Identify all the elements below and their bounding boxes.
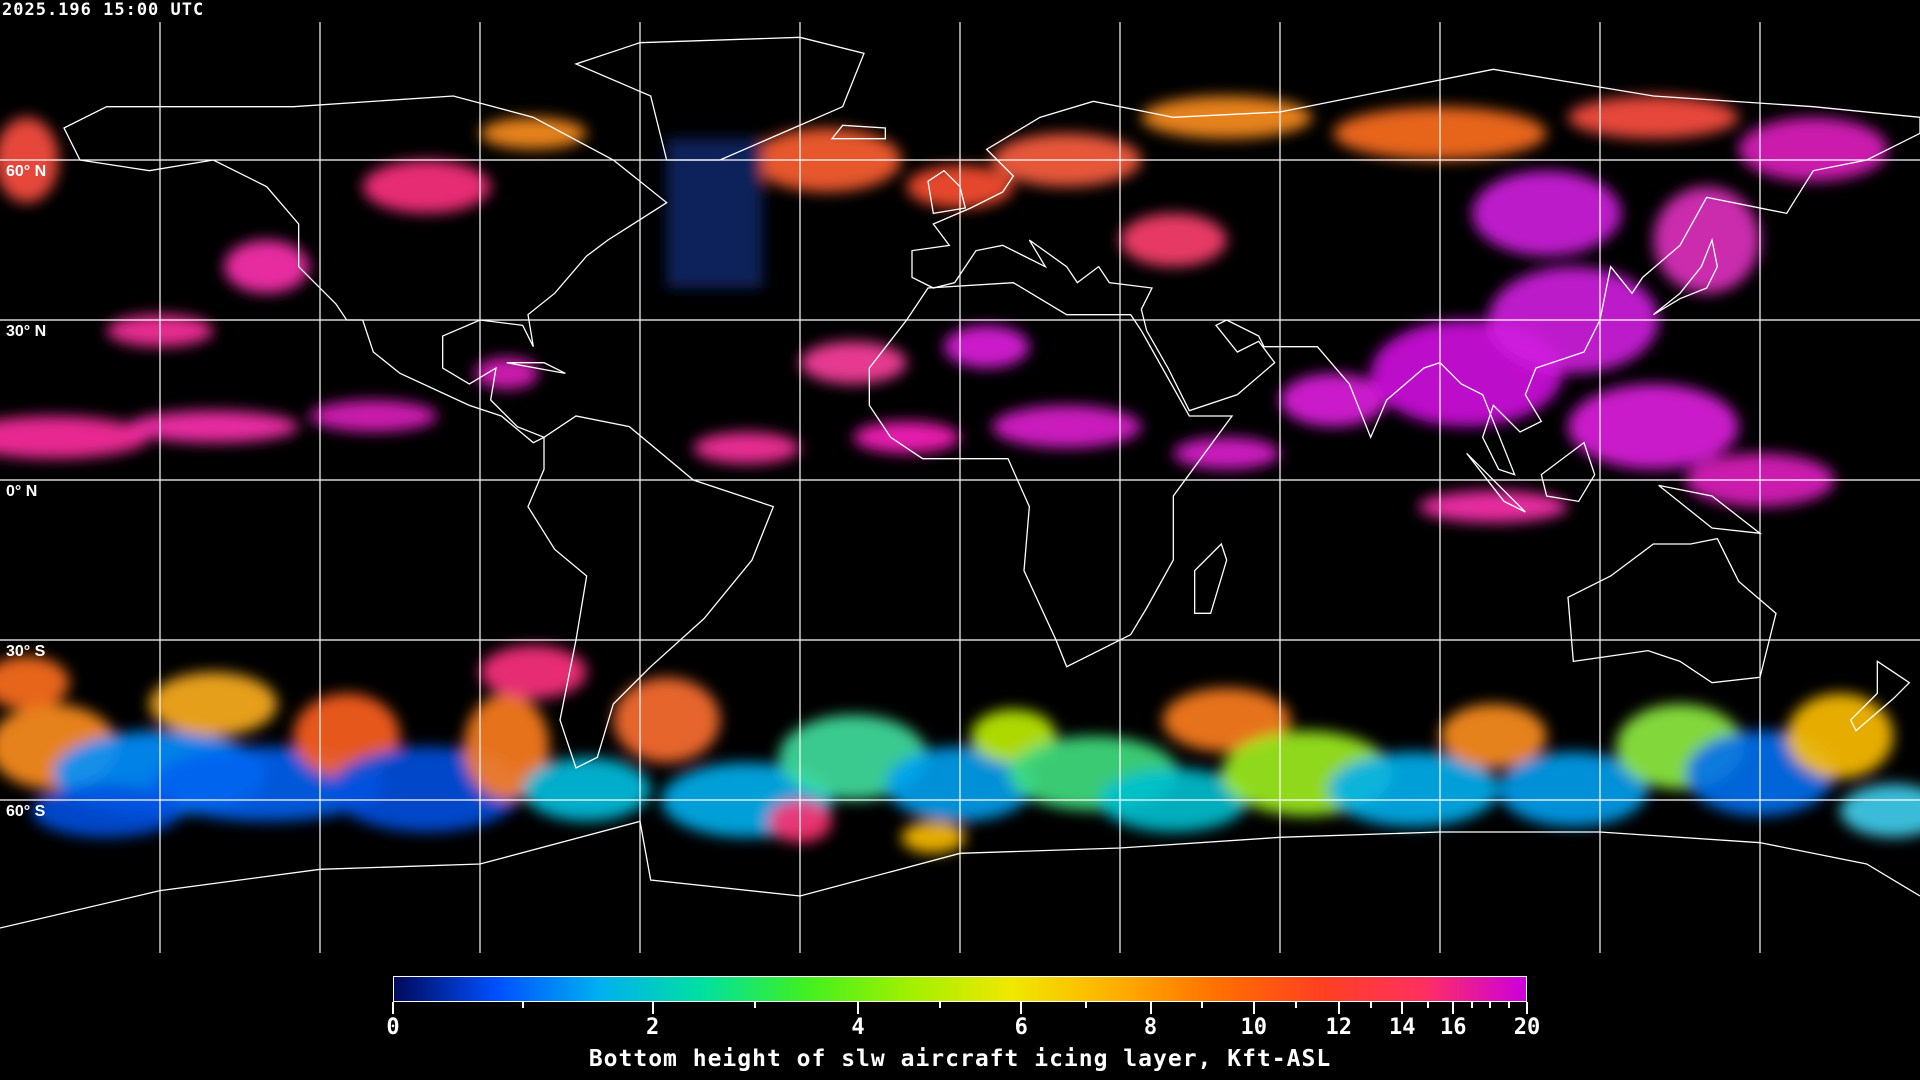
colorbar-minor-tick [1201, 1002, 1204, 1008]
colorbar-tick-label: 8 [1143, 1015, 1158, 1040]
colorbar-tick-label: 6 [1014, 1015, 1028, 1040]
icing-cloud-patch [613, 677, 720, 763]
coastline-australia [1567, 537, 1777, 684]
icing-cloud-patch [480, 117, 587, 150]
icing-cloud-patch [944, 325, 1030, 368]
colorbar-major-tick [392, 1002, 394, 1014]
icing-cloud-patch [853, 421, 960, 454]
colorbar-tick-label: 4 [851, 1015, 865, 1040]
colorbar-minor-tick [1369, 1002, 1372, 1008]
lat-label-60s: 60° S [6, 803, 46, 820]
icing-cloud-patch [1328, 752, 1499, 827]
colorbar-minor-tick [1489, 1002, 1492, 1008]
icing-cloud-patch [800, 341, 907, 384]
icing-cloud-patch [149, 672, 278, 736]
icing-cloud-patch [464, 693, 550, 800]
coastline-japan [1652, 237, 1719, 316]
icing-cloud-patch [1840, 784, 1920, 838]
colorbar-tick-label: 16 [1440, 1015, 1467, 1040]
icing-cloud-patch [128, 410, 299, 443]
icing-cloud-patch [1472, 170, 1622, 256]
lat-label-60n: 60° N [6, 163, 47, 180]
coastline-sumatra [1466, 452, 1526, 513]
colorbar-tick-label: 14 [1389, 1015, 1416, 1040]
coastline-eurasia [911, 68, 1920, 476]
icing-cloud-patch [693, 432, 800, 464]
icing-cloud-patch [1738, 117, 1888, 182]
colorbar-minor-tick [1426, 1002, 1429, 1008]
colorbar-major-tick [1252, 1002, 1255, 1014]
colorbar-title: Bottom height of slw aircraft icing laye… [588, 1046, 1332, 1072]
coastline-cuba [506, 362, 566, 374]
icing-cloud-patch [309, 400, 438, 432]
icing-cloud-patch [901, 821, 966, 854]
colorbar-minor-tick [1295, 1002, 1298, 1008]
satellite-map [0, 22, 1920, 953]
graticule [0, 22, 1920, 953]
colorbar-ticks: 0 2 4 6 8 10 12 14 16 20 [386, 1002, 1540, 1042]
colorbar-major-tick [1401, 1002, 1404, 1014]
icing-cloud-patch [1418, 490, 1568, 523]
coastline-africa [868, 282, 1234, 668]
icing-cloud-patch [1568, 96, 1739, 139]
colorbar-minor-tick [1507, 1002, 1510, 1008]
timestamp: 2025.196 15:00 UTC [2, 0, 205, 20]
icing-cloud-patch [1280, 373, 1387, 427]
coastline-north-america [63, 95, 668, 444]
colorbar-major-tick [1526, 1002, 1528, 1014]
icing-cloud-patch [666, 138, 763, 288]
icing-cloud-patch [1568, 384, 1739, 470]
colorbar-major-tick [856, 1002, 859, 1014]
coastline-madagascar [1194, 542, 1228, 614]
colorbar-tick-label: 10 [1240, 1015, 1267, 1040]
icing-cloud-patch [1653, 186, 1760, 294]
icing-cloud-patch [1173, 437, 1280, 470]
colorbar-tick-label: 0 [386, 1015, 400, 1040]
colorbar-major-tick [1149, 1002, 1152, 1014]
coastline-iceland [830, 124, 886, 140]
icing-cloud-patch [1141, 96, 1312, 139]
icing-cloud-patch [32, 784, 182, 838]
lat-label-0n: 0° N [6, 483, 38, 500]
colorbar [393, 976, 1527, 1002]
colorbar-minor-tick [1084, 1002, 1087, 1008]
colorbar-tick-label: 20 [1513, 1015, 1541, 1040]
colorbar-tick-label: 12 [1325, 1015, 1353, 1040]
coastline-borneo [1540, 441, 1596, 503]
colorbar-major-tick [1020, 1002, 1023, 1014]
lat-label-30s: 30° S [6, 643, 46, 660]
icing-cloud-patch [1162, 688, 1291, 752]
icing-cloud-patch [1440, 704, 1547, 768]
colorbar-major-tick [1337, 1002, 1340, 1014]
icing-cloud-patch [1498, 752, 1648, 827]
colorbar-minor-tick [754, 1002, 757, 1008]
colorbar-major-tick [1452, 1002, 1455, 1014]
icing-cloud-patch [992, 405, 1142, 448]
icing-cloud-patch [522, 757, 651, 822]
icing-cloud-patch [1786, 693, 1894, 779]
icing-cloud-patch [480, 645, 587, 699]
colorbar-minor-tick [521, 1002, 524, 1008]
colorbar-minor-tick [1470, 1002, 1473, 1008]
coastline-new-zealand [1849, 660, 1911, 732]
colorbar-tick-label: 2 [646, 1015, 660, 1040]
icing-cloud-patch [362, 160, 491, 214]
icing-cloud-patch [0, 656, 70, 710]
icing-cloud-patch [1120, 213, 1227, 267]
coastline-south-america [527, 415, 775, 769]
lat-label-30n: 30° N [6, 323, 47, 340]
icing-cloud-patch [224, 240, 310, 294]
colorbar-minor-tick [938, 1002, 941, 1008]
colorbar-major-tick [651, 1002, 654, 1014]
icing-cloud-patch [0, 416, 150, 459]
